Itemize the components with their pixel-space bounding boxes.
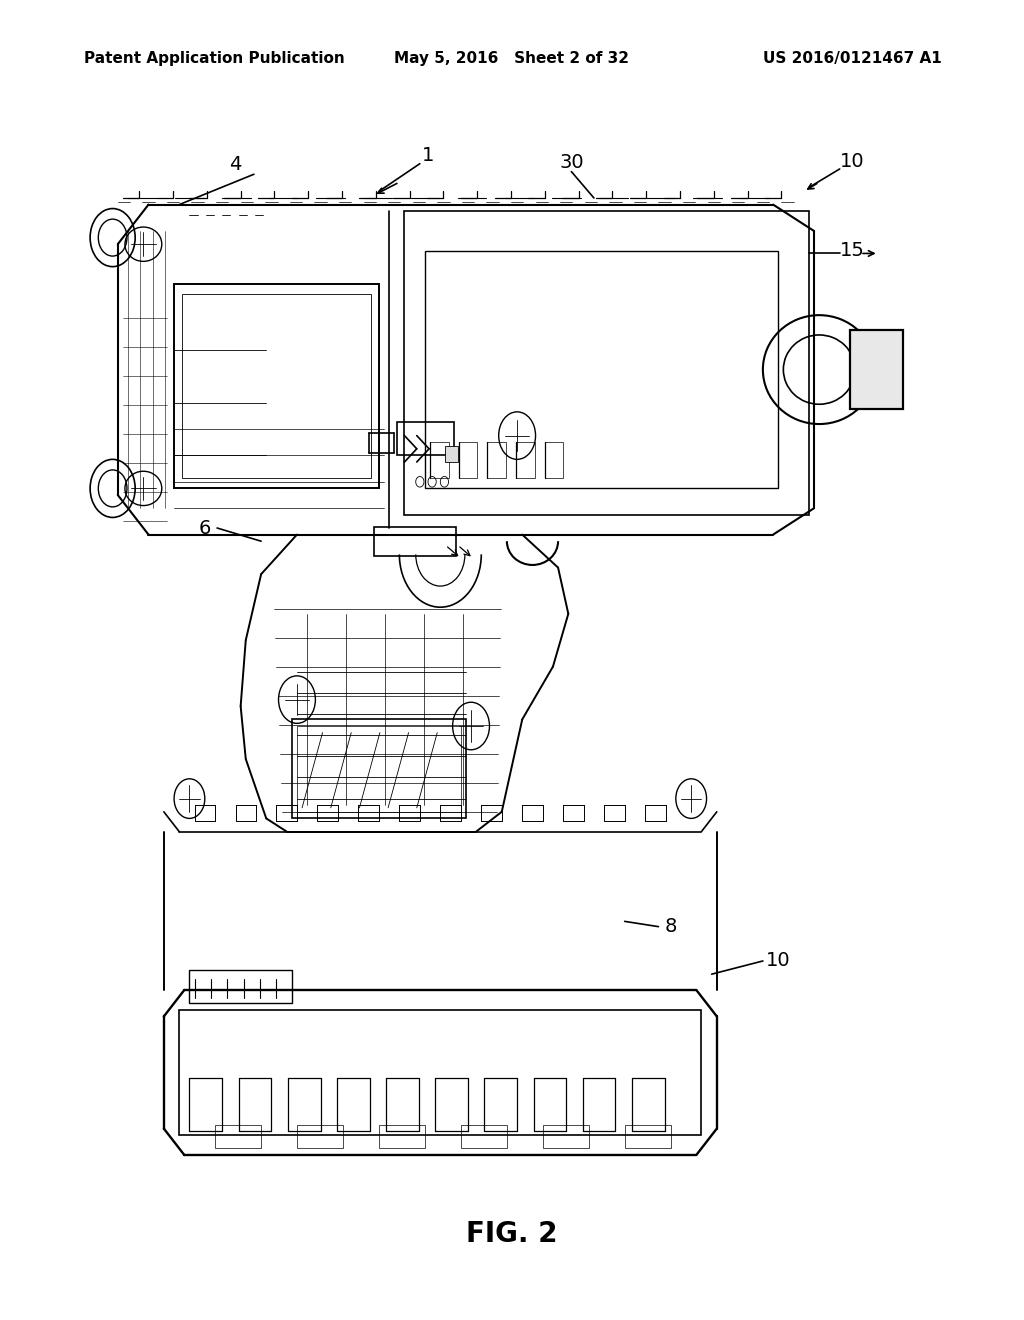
Bar <box>850 330 903 409</box>
Bar <box>297 1125 343 1148</box>
Bar <box>461 1125 507 1148</box>
Bar <box>297 726 461 812</box>
Text: 6: 6 <box>199 519 211 537</box>
Text: Patent Application Publication: Patent Application Publication <box>84 50 345 66</box>
Bar <box>487 442 506 478</box>
Text: 8: 8 <box>665 917 677 936</box>
Text: 1: 1 <box>422 147 434 165</box>
Bar <box>174 284 379 488</box>
Bar <box>215 1125 261 1148</box>
Bar <box>182 294 371 478</box>
Bar <box>430 442 449 478</box>
Bar <box>545 442 563 478</box>
Text: 10: 10 <box>766 952 791 970</box>
Bar <box>292 719 466 818</box>
Text: May 5, 2016   Sheet 2 of 32: May 5, 2016 Sheet 2 of 32 <box>394 50 630 66</box>
Bar <box>404 211 809 515</box>
Bar <box>425 251 778 488</box>
Text: 30: 30 <box>559 153 584 172</box>
Bar <box>543 1125 589 1148</box>
Text: 4: 4 <box>229 156 242 174</box>
Text: 10: 10 <box>840 152 864 170</box>
Text: 15: 15 <box>840 242 864 260</box>
Bar <box>179 1010 701 1135</box>
Bar <box>397 422 454 455</box>
Bar <box>374 527 456 556</box>
Text: US 2016/0121467 A1: US 2016/0121467 A1 <box>763 50 942 66</box>
Bar <box>516 442 535 478</box>
Bar <box>625 1125 671 1148</box>
Text: FIG. 2: FIG. 2 <box>466 1220 558 1249</box>
Bar <box>379 1125 425 1148</box>
Bar <box>445 446 458 462</box>
Bar <box>459 442 477 478</box>
Bar <box>189 970 292 1003</box>
